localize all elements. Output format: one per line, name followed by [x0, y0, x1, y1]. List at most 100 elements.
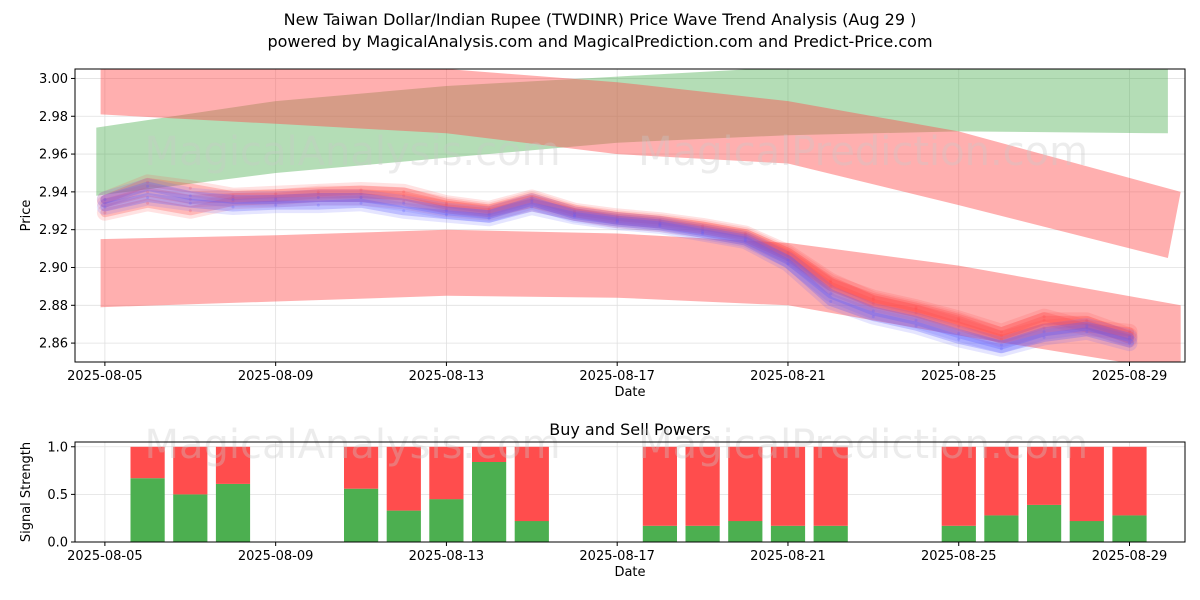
- sell-bar: [984, 446, 1019, 516]
- wave-point: [444, 207, 448, 211]
- buy-bar: [472, 462, 507, 542]
- buy-bar: [1027, 504, 1062, 542]
- y-tick-label: 3.00: [39, 72, 68, 87]
- wave-point: [316, 196, 320, 199]
- wave-point: [274, 196, 278, 199]
- wave-point: [914, 311, 918, 315]
- wave-point: [573, 211, 576, 215]
- x-tick-label: 2025-08-21: [750, 549, 826, 564]
- wave-point: [316, 192, 320, 196]
- wave-point: [274, 197, 278, 201]
- sell-bar: [642, 446, 677, 526]
- sell-bar: [472, 446, 507, 462]
- wave-point: [829, 284, 833, 288]
- wave-point: [402, 194, 406, 198]
- x-tick-label: 2025-08-09: [238, 549, 314, 564]
- y-tick-label: 2.96: [39, 148, 68, 163]
- wave-point: [103, 201, 107, 205]
- sell-bar: [130, 446, 165, 479]
- wave-point: [487, 209, 491, 213]
- wave-point: [359, 196, 363, 199]
- wave-point: [829, 279, 833, 283]
- wave-point: [1128, 337, 1131, 341]
- wave-point: [359, 201, 363, 205]
- x-tick-label: 2025-08-17: [579, 369, 655, 384]
- wave-point: [871, 301, 875, 305]
- red-wave-1: [96, 174, 1138, 344]
- sell-bar: [514, 446, 549, 522]
- wave-point: [658, 222, 662, 226]
- wave-point: [146, 190, 150, 194]
- sell-bar: [728, 446, 763, 522]
- wave-point: [188, 186, 192, 190]
- wave-point: [658, 224, 662, 228]
- wave-point: [999, 330, 1003, 334]
- x-tick-label: 2025-08-29: [1092, 369, 1168, 384]
- wave-point: [615, 218, 619, 222]
- red-wave-2: [100, 193, 1134, 344]
- wave-point: [1042, 326, 1046, 330]
- wave-point: [1085, 318, 1089, 322]
- wave-point: [188, 194, 192, 198]
- wave-point: [1042, 330, 1046, 334]
- wave-point: [914, 324, 918, 328]
- x-tick-label: 2025-08-05: [67, 369, 143, 384]
- wave-point: [573, 213, 576, 217]
- sell-bar: [386, 446, 421, 511]
- buy-bar: [685, 525, 720, 542]
- wave-point: [146, 184, 150, 188]
- wave-point: [829, 292, 833, 296]
- wave-point: [103, 211, 107, 215]
- buy-bar: [728, 521, 763, 542]
- sell-bar: [685, 446, 720, 526]
- sell-bar: [173, 446, 208, 495]
- buy-bar: [642, 525, 677, 542]
- wave-point: [999, 343, 1003, 347]
- watermark-text: MagicalPrediction.com: [638, 129, 1088, 175]
- chart-title-line2: powered by MagicalAnalysis.com and Magic…: [267, 32, 932, 51]
- wave-point: [1128, 334, 1131, 337]
- buy-bar: [1069, 521, 1104, 542]
- wave-point: [530, 205, 534, 209]
- red-wave-2: [96, 189, 1138, 348]
- wave-point: [444, 213, 448, 217]
- sell-bar: [215, 446, 251, 484]
- wave-point: [743, 239, 747, 243]
- price-wave-panel: MagicalAnalysis.com MagicalPrediction.com…: [19, 68, 1186, 400]
- sell-bar: [813, 446, 848, 526]
- wave-point: [957, 332, 961, 336]
- wave-point: [402, 190, 406, 194]
- wave-point: [871, 315, 875, 319]
- wave-point: [999, 337, 1003, 341]
- wave-point: [658, 218, 662, 222]
- wave-point: [658, 222, 662, 226]
- watermark-text: MagicalPrediction.com: [638, 422, 1088, 468]
- wave-point: [701, 230, 705, 234]
- x-tick-label: 2025-08-13: [409, 549, 485, 564]
- buy-bar: [173, 494, 208, 542]
- x-tick-label: 2025-08-05: [67, 549, 143, 564]
- chart-title-line1: New Taiwan Dollar/Indian Rupee (TWDINR) …: [284, 10, 917, 29]
- wave-point: [615, 216, 619, 220]
- sell-bar: [1027, 446, 1062, 505]
- wave-point: [701, 228, 705, 232]
- wave-point: [786, 252, 790, 256]
- x-tick-label: 2025-08-21: [750, 369, 826, 384]
- y-tick-label: 0.0: [47, 536, 68, 551]
- wave-point: [316, 196, 320, 199]
- wave-point: [1085, 324, 1089, 328]
- sell-bar: [770, 446, 806, 526]
- wave-point: [701, 226, 705, 230]
- wave-point: [871, 298, 875, 302]
- y-axis-label: Price: [19, 200, 34, 232]
- wave-point: [615, 218, 619, 222]
- x-tick-label: 2025-08-25: [921, 369, 997, 384]
- wave-point: [103, 205, 107, 209]
- wave-point: [914, 318, 918, 322]
- wave-point: [1042, 318, 1046, 322]
- y-tick-label: 0.5: [47, 488, 68, 503]
- wave-point: [658, 220, 662, 224]
- wave-point: [274, 192, 278, 196]
- wave-point: [231, 197, 235, 201]
